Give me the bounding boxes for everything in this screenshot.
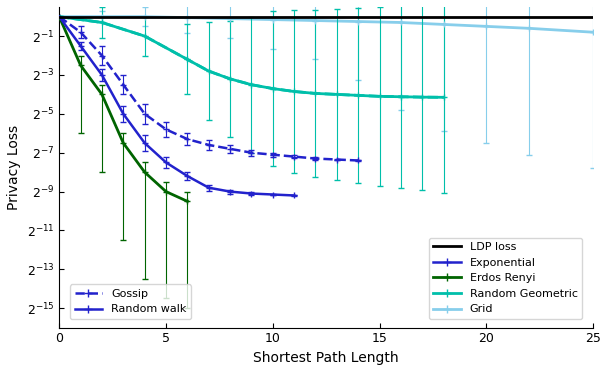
X-axis label: Shortest Path Length: Shortest Path Length xyxy=(254,351,399,365)
Legend: LDP loss, Exponential, Erdos Renyi, Random Geometric, Grid: LDP loss, Exponential, Erdos Renyi, Rand… xyxy=(429,238,582,319)
Y-axis label: Privacy Loss: Privacy Loss xyxy=(7,125,21,210)
